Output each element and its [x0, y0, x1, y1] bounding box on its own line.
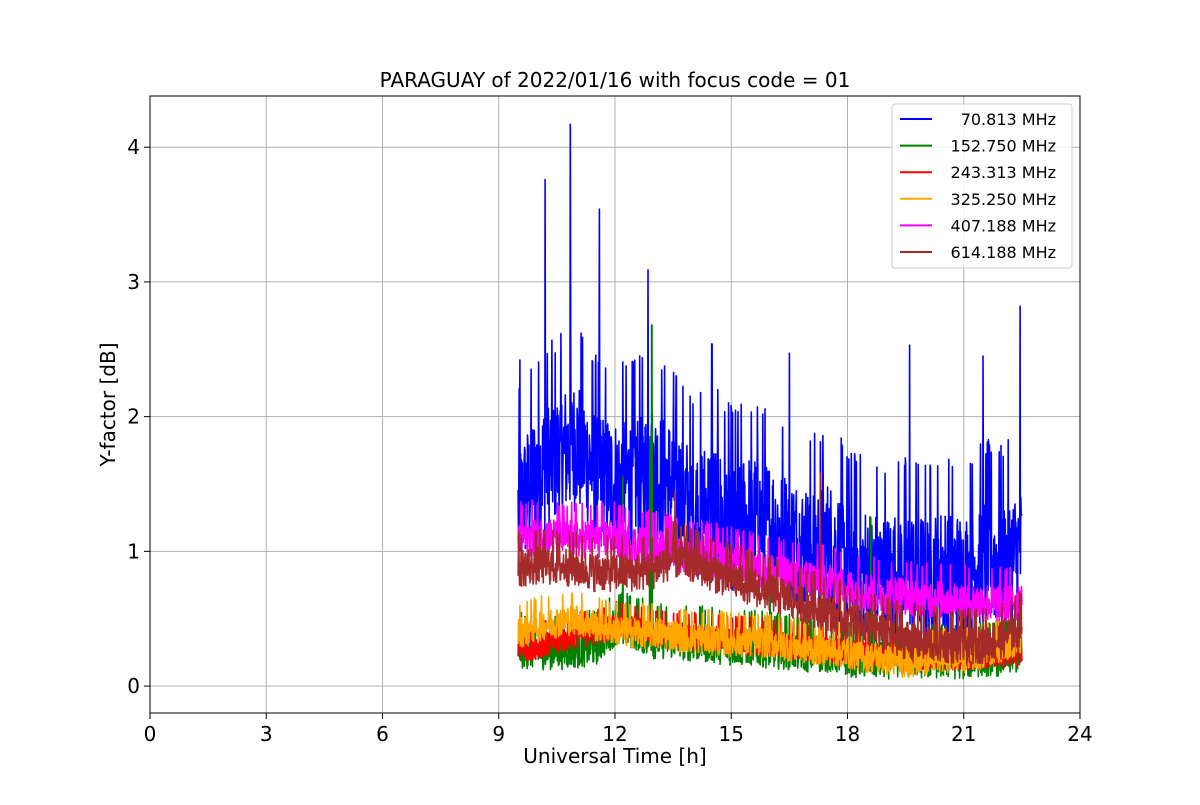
series-line-5	[517, 472, 1023, 666]
legend: 70.813 MHz 152.750 MHz 243.313 MHz 325.250 …	[891, 103, 1073, 269]
y-tick-label: 4	[127, 135, 140, 159]
legend-label: 325.250 MHz	[951, 190, 1056, 209]
legend-label: 243.313 MHz	[951, 163, 1056, 182]
chart-title: PARAGUAY of 2022/01/16 with focus code =…	[380, 68, 851, 92]
legend-label: 614.188 MHz	[951, 243, 1056, 262]
y-tick-label: 1	[127, 539, 140, 563]
x-tick-label: 24	[1067, 722, 1092, 746]
series-layer	[517, 123, 1023, 680]
legend-box	[891, 103, 1073, 269]
x-tick-label: 6	[376, 722, 389, 746]
x-tick-label: 18	[835, 722, 860, 746]
x-tick-label: 15	[719, 722, 744, 746]
y-axis-label: Y-factor [dB]	[96, 342, 120, 467]
x-tick-label: 12	[602, 722, 627, 746]
x-tick-label: 9	[492, 722, 505, 746]
y-tick-label: 2	[127, 405, 140, 429]
legend-label: 70.813 MHz	[961, 110, 1056, 129]
x-axis-label: Universal Time [h]	[523, 744, 706, 768]
x-tick-label: 21	[951, 722, 976, 746]
x-tick-label: 3	[260, 722, 273, 746]
x-tick-label: 0	[144, 722, 157, 746]
legend-label: 407.188 MHz	[951, 216, 1056, 235]
y-tick-label: 3	[127, 270, 140, 294]
y-tick-label: 0	[127, 674, 140, 698]
legend-label: 152.750 MHz	[951, 137, 1056, 156]
